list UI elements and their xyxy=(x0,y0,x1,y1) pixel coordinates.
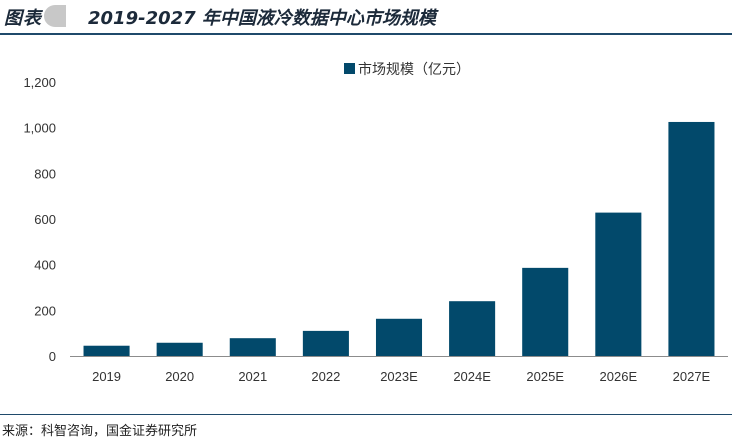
y-tick-label: 800 xyxy=(34,166,56,181)
x-axis-ticks: 2019 2020 2021 2022 2023E 2024E 2025E 2026E 2027… xyxy=(92,369,710,384)
source-note: 来源：科智咨询，国金证券研究所 xyxy=(2,424,198,439)
x-tick-label: 2023E xyxy=(380,369,418,384)
x-tick-label: 2022 xyxy=(311,369,340,384)
x-tick-label: 2019 xyxy=(92,369,121,384)
chart-title: 2019-2027 年中国液冷数据中心市场规模 xyxy=(88,8,436,29)
bar xyxy=(668,121,715,356)
bar xyxy=(595,212,642,356)
y-axis-ticks: 0 200 400 600 800 1,000 1,200 xyxy=(23,75,56,364)
y-tick-label: 1,000 xyxy=(23,121,56,136)
header: 图表 2019-2027 年中国液冷数据中心市场规模 xyxy=(0,0,732,34)
bar xyxy=(83,345,130,356)
footer-rule xyxy=(0,414,732,415)
x-tick-label: 2020 xyxy=(165,369,194,384)
legend: 市场规模（亿元） xyxy=(344,61,470,78)
bar xyxy=(449,301,496,356)
x-tick-label: 2026E xyxy=(600,369,638,384)
legend-label: 市场规模（亿元） xyxy=(358,61,470,78)
y-tick-label: 1,200 xyxy=(23,75,56,90)
figure-label: 图表 xyxy=(4,8,42,29)
bars xyxy=(83,121,715,356)
y-tick-label: 0 xyxy=(49,349,56,364)
bar-chart: 市场规模（亿元） 0 200 400 600 800 1,000 1,200 2019 202… xyxy=(23,61,728,384)
bar xyxy=(302,330,349,356)
legend-swatch xyxy=(344,63,355,74)
x-tick-label: 2021 xyxy=(238,369,267,384)
figure-marker-icon xyxy=(44,5,66,27)
bar xyxy=(156,342,203,356)
bar xyxy=(375,318,423,356)
y-tick-label: 400 xyxy=(34,258,56,273)
x-tick-label: 2025E xyxy=(526,369,564,384)
bar xyxy=(522,267,569,356)
y-tick-label: 600 xyxy=(34,212,56,227)
header-rule xyxy=(0,33,732,35)
y-tick-label: 200 xyxy=(34,303,56,318)
x-tick-label: 2027E xyxy=(673,369,711,384)
bar xyxy=(229,338,276,356)
x-tick-label: 2024E xyxy=(453,369,491,384)
